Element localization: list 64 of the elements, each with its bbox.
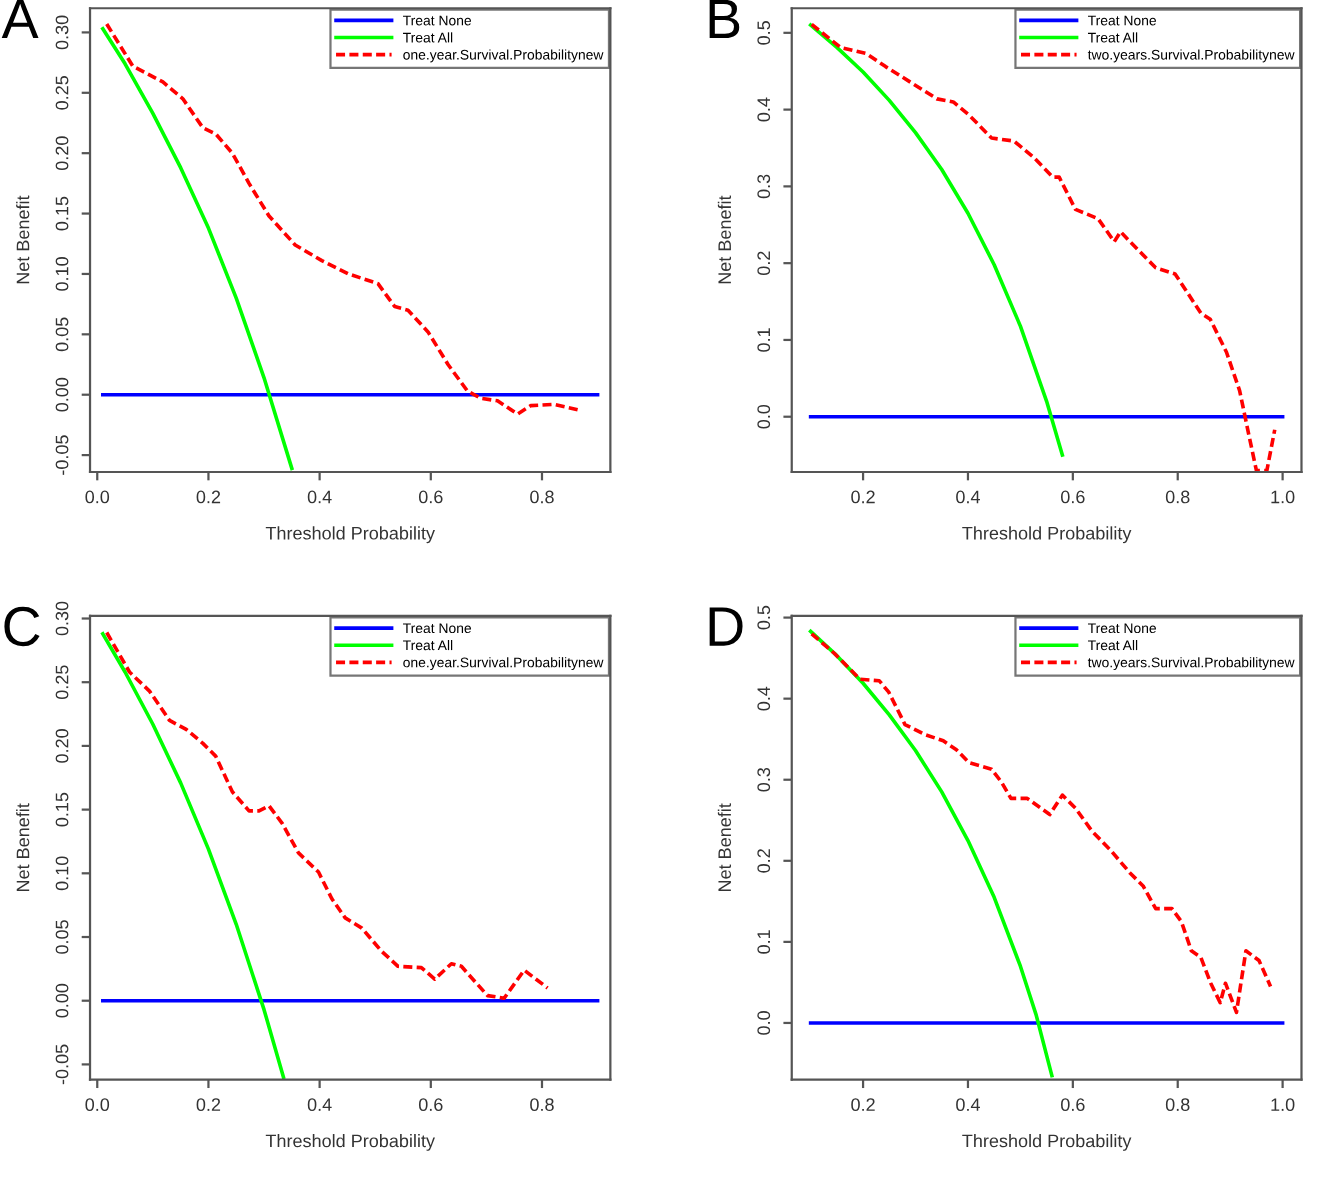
y-tick-label: -0.05 <box>55 435 69 475</box>
x-tick-label: 0.2 <box>851 1098 875 1112</box>
chart-title: A <box>1 0 39 38</box>
x-tick-label: 0.6 <box>1061 1098 1085 1112</box>
y-tick-label: 0.00 <box>55 983 69 1018</box>
y-tick-label: 0.05 <box>55 920 69 954</box>
y-tick-label: 0.30 <box>55 15 69 50</box>
x-axis-title: Threshold Probability <box>265 1134 435 1151</box>
y-tick-label: 0.00 <box>55 377 69 412</box>
y-tick-label: 0.2 <box>757 251 771 276</box>
line-series <box>101 631 286 1079</box>
y-tick-label: 0.25 <box>55 665 69 700</box>
y-tick-label: 0.0 <box>757 1011 771 1035</box>
y-tick-label: 0.15 <box>55 792 69 827</box>
x-axis-title: Threshold Probability <box>265 526 435 544</box>
x-tick-label: 0.6 <box>418 490 443 504</box>
x-tick-label: 0.8 <box>530 490 554 504</box>
y-tick-label: 0.1 <box>757 930 771 954</box>
x-tick-label: 0.8 <box>530 1098 554 1112</box>
y-tick-label: 0.30 <box>55 601 69 636</box>
x-tick-label: 1.0 <box>1271 1098 1295 1112</box>
x-tick-label: 0.8 <box>1165 1098 1190 1112</box>
y-tick-label: 0.2 <box>757 849 771 873</box>
y-tick-label: 0.10 <box>55 257 69 291</box>
x-tick-label: 0.8 <box>1165 490 1190 504</box>
y-tick-label: 0.3 <box>757 174 771 199</box>
x-tick-label: 0.0 <box>85 1098 110 1112</box>
x-axis-title: Threshold Probability <box>962 526 1132 544</box>
line-series <box>101 26 294 471</box>
y-axis-title: Net Benefit <box>16 195 30 284</box>
x-tick-label: 0.4 <box>307 490 332 504</box>
y-tick-label: 0.20 <box>55 729 69 763</box>
x-tick-label: 0.4 <box>956 490 980 504</box>
x-tick-label: 0.2 <box>851 490 875 504</box>
y-tick-label: 0.5 <box>757 605 771 630</box>
x-tick-label: 0.6 <box>418 1098 443 1112</box>
x-tick-label: 0.6 <box>1061 490 1085 504</box>
line-series <box>808 629 1054 1078</box>
y-tick-label: 0.25 <box>55 75 69 110</box>
y-tick-label: 0.15 <box>55 196 69 231</box>
y-tick-label: 0.0 <box>757 404 771 429</box>
x-tick-label: 0.4 <box>956 1098 980 1112</box>
y-tick-label: 0.05 <box>55 317 69 352</box>
chart-title: B <box>709 0 740 38</box>
y-tick-label: 0.3 <box>757 767 771 792</box>
y-tick-label: 0.4 <box>757 686 771 711</box>
y-axis-title: Net Benefit <box>717 803 732 892</box>
chart-title: D <box>709 607 743 646</box>
x-tick-label: 0.2 <box>196 490 221 504</box>
x-tick-label: 1.0 <box>1271 490 1295 504</box>
y-tick-label: 0.5 <box>757 21 771 45</box>
x-tick-label: 0.2 <box>196 1098 221 1112</box>
line-series <box>808 23 1065 457</box>
y-tick-label: 0.4 <box>757 97 771 122</box>
x-tick-label: 0.4 <box>307 1098 332 1112</box>
y-tick-label: 0.1 <box>757 328 771 352</box>
y-tick-label: 0.10 <box>55 856 69 891</box>
x-axis-title: Threshold Probability <box>962 1134 1132 1151</box>
chart-title: C <box>4 606 40 647</box>
y-axis-title: Net Benefit <box>717 195 732 284</box>
y-tick-label: -0.05 <box>55 1044 69 1085</box>
y-tick-label: 0.20 <box>55 136 69 171</box>
y-axis-title: Net Benefit <box>16 803 30 892</box>
x-tick-label: 0.0 <box>85 490 110 504</box>
